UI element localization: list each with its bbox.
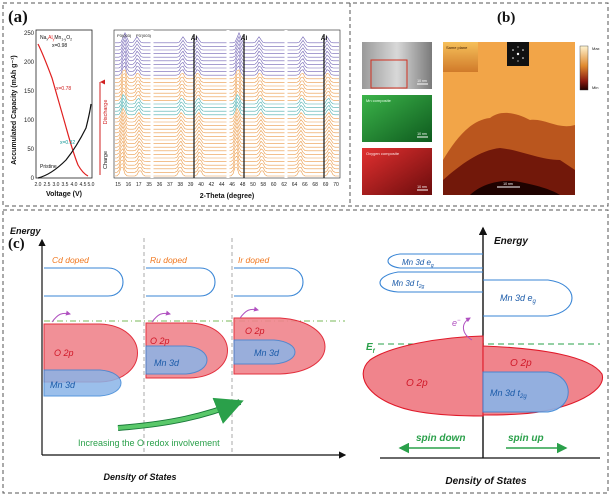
- xrd-xtick: 36: [157, 182, 163, 188]
- xrd-xtick: 70: [333, 182, 339, 188]
- colorbar-min: Min: [592, 85, 598, 90]
- capacity-ylabel: Accumulated Capacity (mAh g⁻¹): [11, 55, 18, 165]
- xrd-xtick: 37: [167, 182, 173, 188]
- al-label: Al: [241, 35, 248, 42]
- xtick: 3.5: [62, 182, 69, 188]
- xrd-xtick: 66: [302, 182, 308, 188]
- dos-label-right: Density of States: [445, 476, 527, 487]
- xrd-xtick: 58: [261, 182, 267, 188]
- xrd-xtick: 46: [229, 182, 235, 188]
- xrd-xtick: 69: [323, 182, 329, 188]
- xtick: 2.0: [35, 182, 42, 188]
- xtick: 5.0: [88, 182, 95, 188]
- xtick: 3.0: [53, 182, 60, 188]
- ytick: 50: [27, 147, 34, 153]
- xtick: 2.5: [44, 182, 51, 188]
- redox-arrow-outline: [118, 402, 240, 428]
- panel-label-b: (b): [497, 10, 515, 26]
- mn-upper-band-cd: [44, 268, 123, 296]
- capacity-xticks: 2.0 2.5 3.0 3.5 4.0 4.5 5.0: [35, 182, 95, 188]
- mn3d-label-cd: Mn 3d: [50, 380, 76, 390]
- capacity-plot-frame: [36, 30, 92, 178]
- xrd-xtick: 62: [281, 182, 287, 188]
- energy-label-right: Energy: [494, 236, 528, 247]
- mn-t2g-label-down: Mn 3d t2g: [392, 279, 424, 290]
- xrd-xtick: 35: [146, 182, 152, 188]
- pristine-label: Pristine: [40, 164, 57, 170]
- x-label-098: x=0.98: [52, 43, 67, 49]
- electron-label: e−: [452, 318, 461, 328]
- o2p-label-down: O 2p: [406, 378, 428, 389]
- dos-label-left: Density of States: [103, 472, 176, 482]
- ytick: 150: [24, 89, 35, 95]
- scale-label: 10 nm: [417, 132, 427, 136]
- spin-up-label: spin up: [508, 433, 544, 444]
- o2p-label-cd: O 2p: [54, 348, 74, 358]
- x-label-032: x=0.32: [60, 140, 75, 146]
- panel-c-right: Energy Mn 3d eg Mn 3d t2g Mn 3d eg Ef O …: [363, 228, 602, 487]
- x-label-078: x=0.78: [56, 86, 71, 92]
- panel-label-a: (a): [8, 7, 28, 26]
- scale-label: 10 nm: [417, 79, 427, 83]
- mn-composite-label: Mn composite: [366, 98, 392, 103]
- colorbar: [580, 46, 588, 90]
- o2p-label-ru: O 2p: [150, 336, 170, 346]
- dopant-label-ru: Ru doped: [150, 255, 187, 265]
- discharge-label: Discharge: [103, 100, 109, 125]
- al-label: Al: [321, 35, 328, 42]
- xrd-xtick: 38: [178, 182, 184, 188]
- panel-a: 0 50 100 150 200 250 2.0 2.5 3.0 3.5 4.0…: [11, 30, 340, 200]
- capacity-xlabel: Voltage (V): [46, 191, 82, 198]
- scale-label: 10 nm: [417, 185, 427, 189]
- xrd-xtick: 15: [115, 182, 121, 188]
- dopant-label-ir: Ir doped: [238, 255, 269, 265]
- xrd-xtick: 39: [188, 182, 194, 188]
- mn-eg-label-down: Mn 3d eg: [402, 258, 434, 269]
- mn-upper-band-ru: [146, 268, 215, 296]
- al-label: Al: [191, 35, 198, 42]
- colorbar-max: Max: [592, 46, 600, 51]
- peak-label-p3prime: P3'(003): [136, 33, 152, 38]
- oxygen-composite-label: Oxygen composite: [366, 151, 400, 156]
- mn-eg-label-up: Mn 3d eg: [500, 293, 537, 305]
- charge-label: Charge: [103, 151, 109, 169]
- spin-down-label: spin down: [416, 433, 465, 444]
- o2p-spin-down: [363, 336, 483, 416]
- xrd-xtick: 68: [312, 182, 318, 188]
- xrd-xlabel: 2-Theta (degree): [200, 193, 254, 200]
- panel-c-left: (c) Energy Cd doped Ru doped Ir doped O …: [8, 226, 345, 482]
- o2p-label-ir: O 2p: [245, 326, 265, 336]
- formula: NaxAlyMn1-yO2: [40, 35, 72, 42]
- xrd-xticks: 15 16 17 35 36 37 38 39 40 42 44 46 48 50 58 60 62 64 66 68…: [115, 182, 339, 188]
- xrd-xtick: 64: [292, 182, 298, 188]
- xrd-xtick: 16: [126, 182, 132, 188]
- redox-arrow-label: Increasing the O redox involvement: [78, 438, 220, 448]
- peak-label-p3: P3(003): [117, 33, 132, 38]
- panel-label-c: (c): [8, 236, 25, 252]
- energy-label-left: Energy: [10, 226, 42, 236]
- xrd-xtick: 50: [250, 182, 256, 188]
- ytick: 100: [24, 118, 35, 124]
- xrd-xtick: 17: [136, 182, 142, 188]
- xrd-xtick: 40: [198, 182, 204, 188]
- xrd-xtick: 48: [240, 182, 246, 188]
- xrd-xtick: 44: [219, 182, 225, 188]
- fermi-label: Ef: [366, 342, 376, 355]
- xrd-xtick: 42: [209, 182, 215, 188]
- mn3d-label-ru: Mn 3d: [154, 358, 180, 368]
- capacity-yticks: 0 50 100 150 200 250: [24, 31, 35, 182]
- dopant-label-cd: Cd doped: [52, 255, 89, 265]
- mn3d-label-ir: Mn 3d: [254, 348, 280, 358]
- xtick: 4.5: [80, 182, 87, 188]
- panel-b: (b) 10 nm Mn composite 10 nm Oxygen comp…: [362, 10, 600, 195]
- ytick: 200: [24, 60, 35, 66]
- same-plane-label: Same plane: [446, 45, 468, 50]
- mn-upper-band-ir: [234, 268, 303, 296]
- ytick: 250: [24, 31, 35, 37]
- xrd-xtick: 60: [271, 182, 277, 188]
- o2p-label-up: O 2p: [510, 358, 532, 369]
- scale-label: 10 nm: [503, 182, 513, 186]
- xtick: 4.0: [71, 182, 78, 188]
